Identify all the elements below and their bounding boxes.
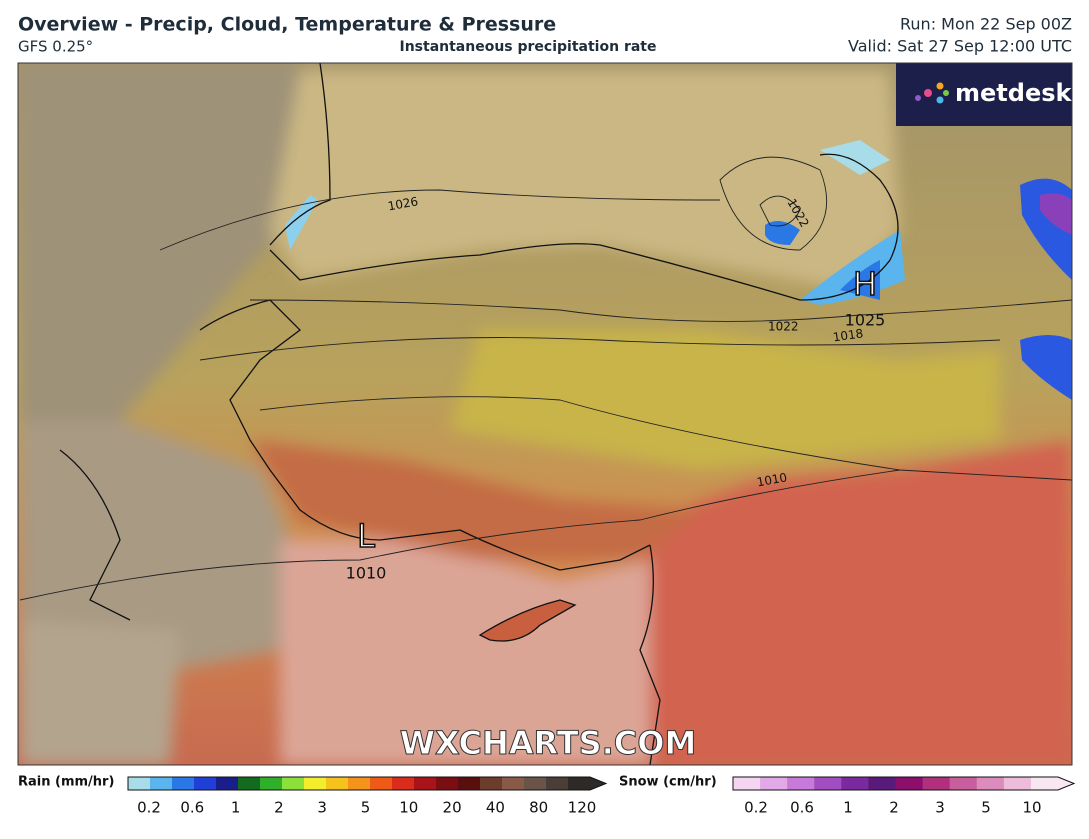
snow-swatch — [1003, 777, 1032, 790]
snow-tick-label: 10 — [1022, 799, 1041, 817]
title: Overview - Precip, Cloud, Temperature & … — [18, 14, 556, 36]
snow-swatch — [1030, 777, 1059, 790]
rain-swatch — [304, 777, 327, 790]
rain-swatch — [370, 777, 393, 790]
map-frame — [17, 62, 1073, 766]
run-time: Run: Mon 22 Sep 00Z — [900, 15, 1072, 34]
rain-tick-label: 0.2 — [137, 799, 161, 817]
map: 1026 1022 1022 1018 1010 H 1025 L 1010 W… — [18, 63, 1073, 765]
snow-outline — [732, 776, 1076, 791]
rain-tick-label: 40 — [486, 799, 505, 817]
snow-swatch — [814, 777, 842, 790]
rain-swatch — [436, 777, 459, 790]
logo-mark — [915, 82, 949, 104]
snow-tick-label: 5 — [981, 799, 991, 817]
isobar-label: 1026 — [387, 194, 420, 213]
rain-swatch — [326, 777, 349, 790]
rain-swatch — [458, 777, 481, 790]
snow-tick-label: 0.2 — [744, 799, 768, 817]
rain-swatch — [282, 777, 305, 790]
rain-swatch — [150, 777, 173, 790]
rain-swatch — [238, 777, 261, 790]
snow-swatch — [949, 777, 978, 790]
pressure-centers: H 1025 L 1010 — [346, 264, 886, 583]
snow-arrow — [1058, 777, 1074, 790]
snow-swatch — [787, 777, 815, 790]
snow-legend-title: Snow (cm/hr) — [619, 775, 717, 790]
valid-time: Valid: Sat 27 Sep 12:00 UTC — [848, 37, 1072, 56]
rain-legend-title: Rain (mm/hr) — [18, 775, 114, 790]
rain-swatch — [172, 777, 195, 790]
rain-swatch — [502, 777, 525, 790]
rain-tick-label: 10 — [399, 799, 418, 817]
isobars — [19, 156, 1072, 601]
snow-swatch — [976, 777, 1005, 790]
high-symbol: H — [853, 265, 877, 303]
rain-swatch — [480, 777, 503, 790]
snow-tick-label: 1 — [843, 799, 853, 817]
subtitle: Instantaneous precipitation rate — [400, 39, 657, 55]
snow-swatch — [922, 777, 951, 790]
rain-swatch — [128, 777, 151, 790]
snow-swatch — [895, 777, 924, 790]
low-value: 1010 — [346, 564, 387, 583]
rain-swatch — [568, 777, 591, 790]
rain-tick-label: 3 — [317, 799, 327, 817]
rain-arrow — [590, 777, 606, 790]
rain-tick-label: 5 — [361, 799, 371, 817]
snow-swatch — [841, 777, 869, 790]
rain-swatch — [414, 777, 437, 790]
rain-swatch — [348, 777, 371, 790]
logo-text: metdesk — [955, 79, 1073, 107]
snow-tick-label: 3 — [935, 799, 945, 817]
snow-tick-label: 0.6 — [790, 799, 814, 817]
rain-swatch — [524, 777, 547, 790]
rain-outline — [127, 776, 608, 791]
rain-swatch — [260, 777, 283, 790]
snow-swatch — [868, 777, 896, 790]
rain-swatch — [194, 777, 217, 790]
isobar-label: 1022 — [768, 320, 799, 334]
coastlines — [59, 63, 899, 765]
rain-tick-label: 120 — [568, 799, 597, 817]
rain-tick-label: 80 — [529, 799, 548, 817]
low-symbol: L — [357, 517, 375, 555]
watermark: WXCHARTS.COM — [400, 724, 697, 762]
fields — [20, 63, 1072, 765]
rain-tick-label: 20 — [443, 799, 462, 817]
rain-tick-label: 1 — [231, 799, 241, 817]
isobar-label: 1010 — [756, 470, 789, 489]
rain-swatch — [216, 777, 239, 790]
rain-tick-label: 2 — [274, 799, 284, 817]
high-value: 1025 — [845, 311, 886, 330]
snow-tick-label: 2 — [889, 799, 899, 817]
rain-swatch — [546, 777, 569, 790]
legends: 0.2 0.6 1 2 3 5 10 20 40 80 120 0.2 0.6 1 2 3 5 10 — [127, 776, 1076, 817]
precipitation — [285, 140, 1072, 400]
isobar-label: 1018 — [832, 326, 864, 344]
isobar-labels: 1026 1022 1022 1018 1010 — [387, 194, 864, 489]
snow-swatch — [733, 777, 761, 790]
model: GFS 0.25° — [18, 38, 93, 56]
rain-swatch — [392, 777, 415, 790]
snow-swatch — [760, 777, 788, 790]
rain-tick-label: 0.6 — [180, 799, 204, 817]
